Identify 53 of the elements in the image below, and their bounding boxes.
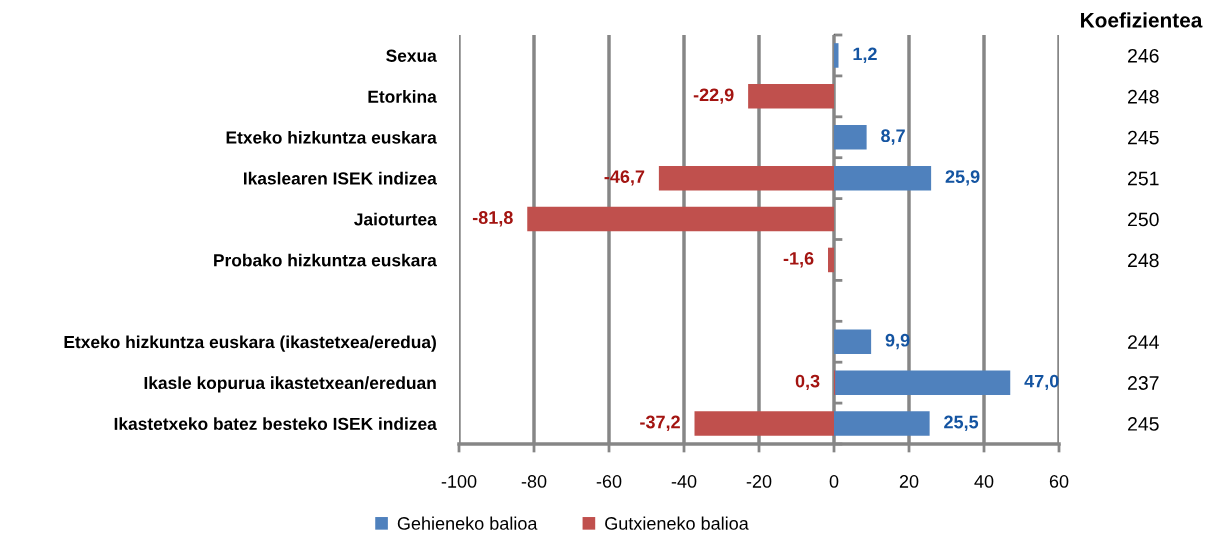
x-tick-label: -80 [521, 475, 547, 488]
y2-tick-label: 245 [1128, 417, 1159, 431]
y-tick-label: Etxeko hizkuntza euskara [226, 130, 437, 144]
y-tick-label: Etorkina [368, 90, 437, 103]
x-tick-label: 20 [899, 475, 919, 488]
x-tick-label: -60 [596, 475, 622, 488]
data-label: 47,0 [1024, 374, 1059, 391]
data-label: 1,2 [853, 47, 877, 63]
y-tick-label: Probako hizkuntza euskara [214, 253, 437, 267]
bar [834, 124, 867, 150]
y2-tick-label: 248 [1128, 253, 1159, 268]
y2-tick-label: 244 [1128, 335, 1159, 349]
data-label: 25,9 [945, 170, 980, 186]
x-tick-label: 40 [974, 475, 994, 488]
data-label: 8,7 [881, 129, 905, 145]
bar [834, 165, 932, 191]
bar [834, 329, 872, 355]
x-tick-label: -100 [441, 475, 477, 488]
data-label: -1,6 [783, 252, 814, 268]
legend-label: Gutxieneko balioa [605, 516, 749, 530]
bar [658, 165, 834, 191]
data-label: -81,8 [472, 211, 513, 227]
y2-tick-label: 245 [1128, 130, 1159, 145]
data-label: 25,5 [944, 415, 979, 432]
y-tick-label: Ikasle kopurua ikastetxean/ereduan [144, 376, 436, 393]
x-tick-label: 60 [1049, 475, 1069, 488]
bar [834, 370, 1011, 395]
y-tick-label: Sexua [386, 49, 437, 62]
y2-tick-label: 251 [1128, 171, 1159, 186]
legend-label: Gehieneko balioa [397, 516, 538, 530]
data-label: -22,9 [693, 88, 734, 104]
y2-tick-label: 248 [1128, 89, 1159, 104]
data-label: 0,3 [795, 374, 820, 391]
bar [527, 206, 834, 232]
y2-tick-label: 250 [1128, 212, 1159, 227]
x-tick-label: -40 [671, 475, 697, 488]
bar [694, 411, 834, 436]
bar [834, 43, 839, 68]
bar [834, 411, 930, 436]
y2-tick-label: 237 [1128, 376, 1159, 390]
bar [748, 84, 834, 109]
data-label: -37,2 [640, 415, 680, 432]
bar [828, 247, 834, 273]
x-tick-label: 0 [829, 475, 839, 488]
y-tick-label: Jaioturtea [354, 212, 437, 226]
y-tick-label: Ikastetxeko batez besteko ISEK indizea [114, 417, 437, 431]
y2-axis-title: Koefizientea [1081, 12, 1203, 28]
y-tick-label: Ikaslearen ISEK indizea [243, 171, 437, 185]
data-label: -46,7 [604, 170, 645, 186]
x-tick-label: -20 [746, 475, 772, 488]
y2-tick-label: 246 [1128, 48, 1159, 63]
y-tick-label: Etxeko hizkuntza euskara (ikastetxea/eredua) [64, 335, 436, 352]
data-label: 9,9 [885, 333, 910, 350]
